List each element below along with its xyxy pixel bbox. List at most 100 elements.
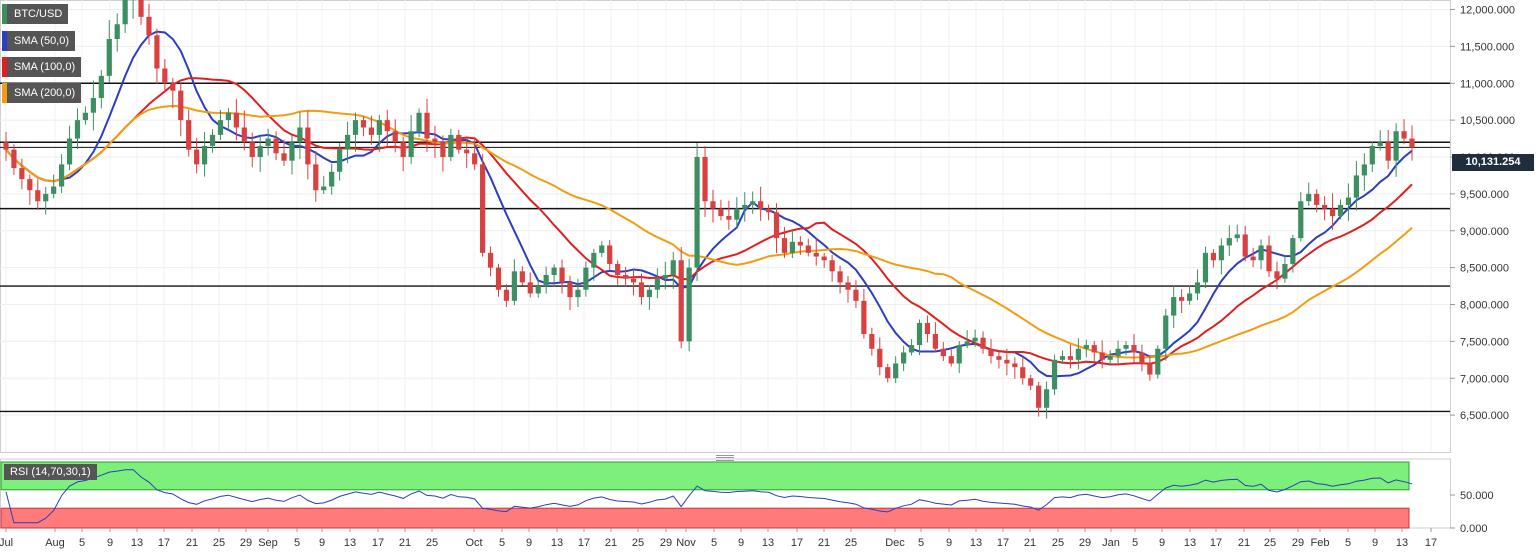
y-tick-label: 9,000.000: [1460, 226, 1509, 238]
candle-body: [1020, 367, 1026, 379]
x-tick-label: 9: [1159, 537, 1165, 549]
candle-body: [1226, 238, 1232, 246]
candle-body: [758, 201, 764, 209]
candle-body: [940, 348, 946, 357]
candle-body: [837, 271, 843, 283]
candle-body: [781, 238, 788, 253]
candle-body: [901, 352, 907, 364]
candle-body: [35, 190, 41, 202]
y-tick-label: 11,000.000: [1460, 78, 1514, 90]
x-tick-label: Aug: [45, 537, 65, 549]
x-tick-label: 17: [791, 537, 803, 549]
y-tick-label: 6,500.000: [1460, 410, 1509, 422]
x-tick-label: 5: [711, 537, 717, 549]
sma-50-tag[interactable]: SMA (50,0): [2, 31, 76, 51]
candle-body: [27, 179, 33, 191]
candle-body: [241, 127, 247, 143]
candle-body: [1107, 356, 1113, 360]
candle-body: [281, 153, 287, 161]
candle-body: [456, 134, 462, 150]
x-tick-label: 17: [578, 537, 590, 549]
sma-200-tag[interactable]: SMA (200,0): [2, 83, 82, 103]
candle-body: [344, 134, 351, 150]
x-tick-label: 13: [551, 537, 563, 549]
y-tick-label: 10,500.000: [1460, 115, 1515, 127]
candle-body: [980, 337, 986, 349]
x-tick-label: 21: [818, 537, 830, 549]
candle-body: [956, 345, 962, 364]
candle-body: [1099, 352, 1105, 360]
candle-body: [1218, 245, 1224, 261]
candle-body: [424, 112, 430, 139]
candle-body: [773, 212, 780, 239]
candle-body: [249, 142, 255, 157]
candle-body: [599, 245, 605, 253]
candle-body: [1385, 142, 1391, 161]
candle-body: [59, 164, 65, 187]
candle-body: [114, 24, 120, 39]
candle-body: [1242, 234, 1248, 257]
candle-body: [321, 186, 327, 191]
candle-body: [924, 322, 931, 334]
candle-body: [885, 367, 891, 379]
candle-body: [1067, 356, 1074, 360]
candle-body: [1131, 345, 1137, 353]
x-tick-label: 9: [107, 537, 113, 549]
pane-splitter-handle[interactable]: [716, 455, 734, 461]
candle-body: [1314, 193, 1320, 205]
candle-body: [948, 356, 954, 364]
candle-body: [3, 142, 9, 150]
candle-body: [1186, 293, 1193, 301]
candle-body: [519, 271, 525, 283]
candle-body: [106, 39, 112, 76]
candle-body: [98, 75, 104, 98]
y-tick-label: 8,000.000: [1460, 300, 1509, 312]
candle-body: [1091, 345, 1097, 353]
candle-body: [1322, 204, 1328, 209]
candle-body: [416, 112, 422, 132]
candle-body: [1274, 271, 1280, 279]
candle-body: [146, 16, 152, 36]
candle-body: [1258, 245, 1264, 261]
candle-body: [51, 186, 57, 194]
sma-100-tag[interactable]: SMA (100,0): [2, 57, 82, 77]
x-tick-label: 21: [1024, 537, 1036, 549]
x-tick-label: 25: [1264, 537, 1276, 549]
candle-body: [575, 289, 581, 298]
candle-body: [82, 112, 89, 121]
candle-body: [480, 164, 486, 253]
candle-body: [1250, 256, 1256, 261]
candle-body: [543, 275, 549, 287]
x-tick-label: 21: [399, 537, 411, 549]
x-tick-label: 13: [1396, 537, 1408, 549]
candle-body: [1163, 315, 1169, 349]
candle-body: [789, 241, 796, 253]
x-tick-label: 21: [186, 537, 198, 549]
candle-body: [972, 337, 978, 342]
candle-body: [162, 68, 168, 84]
x-tick-label: Jul: [0, 537, 13, 549]
x-tick-label: 5: [1345, 537, 1351, 549]
x-tick-label: 13: [762, 537, 774, 549]
x-tick-label: 17: [1210, 537, 1222, 549]
candle-body: [1155, 348, 1161, 375]
x-tick-label: 25: [426, 537, 438, 549]
candle-body: [869, 334, 875, 349]
candle-body: [805, 245, 811, 253]
x-tick-label: 5: [499, 537, 505, 549]
x-tick-label: 13: [131, 537, 143, 549]
x-tick-label: Feb: [1311, 537, 1330, 549]
candle-body: [1083, 345, 1089, 349]
candle-body: [1012, 363, 1018, 368]
candle-body: [170, 83, 176, 91]
candle-body: [1337, 204, 1344, 216]
sma-50-line: [5, 30, 1413, 378]
rsi-tag[interactable]: RSI (14,70,30,1): [4, 464, 97, 480]
candle-body: [615, 263, 621, 275]
symbol-tag[interactable]: BTC/USD: [2, 4, 69, 24]
candle-body: [535, 286, 541, 294]
x-tick-label: 25: [632, 537, 644, 549]
candle-body: [1171, 297, 1177, 316]
candle-body: [1004, 359, 1010, 364]
